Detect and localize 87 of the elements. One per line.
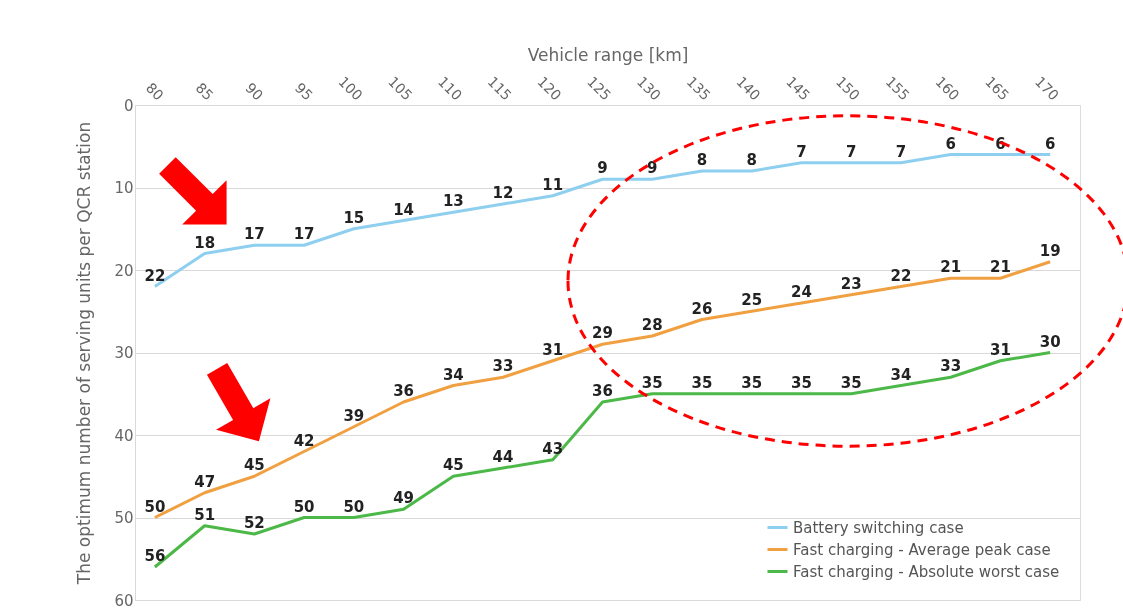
- data-label: 14: [393, 200, 415, 219]
- data-label: 7: [895, 142, 907, 161]
- y-tick-label: 20: [114, 261, 134, 280]
- data-label: 34: [442, 365, 464, 384]
- data-label: 29: [592, 324, 613, 343]
- data-label: 6: [945, 134, 956, 153]
- x-tick-label: 170: [1031, 73, 1062, 104]
- data-label: 36: [592, 382, 613, 400]
- data-label: 13: [442, 192, 464, 211]
- x-tick-label: 90: [242, 79, 267, 104]
- x-tick-label: 120: [534, 73, 565, 104]
- data-label: 44: [492, 448, 514, 466]
- y-tick-label: 40: [114, 426, 134, 445]
- data-label: 47: [194, 472, 216, 491]
- x-tick-label: 80: [142, 79, 167, 104]
- x-tick-label: 100: [335, 73, 366, 104]
- data-label: 22: [144, 266, 166, 285]
- data-label: 56: [144, 547, 166, 565]
- data-label: 49: [393, 489, 415, 508]
- legend-label: Fast charging - Average peak case: [793, 540, 1051, 559]
- data-label: 23: [840, 274, 862, 293]
- data-label: 35: [791, 373, 812, 392]
- data-label: 6: [1044, 134, 1056, 153]
- data-label: 34: [890, 365, 912, 384]
- data-label: 31: [989, 340, 1011, 359]
- data-label: 33: [940, 357, 962, 376]
- data-label: 50: [293, 497, 315, 516]
- x-tick-label: 145: [783, 73, 814, 104]
- data-label: 52: [243, 514, 265, 532]
- x-tick-label: 105: [385, 73, 416, 104]
- x-tick-label: 110: [434, 73, 466, 104]
- data-label: 50: [144, 497, 166, 516]
- data-label: 35: [691, 373, 713, 392]
- data-label: 17: [293, 225, 315, 244]
- data-label: 17: [243, 225, 265, 244]
- data-label: 35: [641, 373, 663, 392]
- data-label: 18: [194, 233, 216, 252]
- data-label: 42: [293, 431, 315, 450]
- data-label: 11: [542, 175, 564, 194]
- data-label: 45: [442, 456, 464, 475]
- x-tick-label: 165: [982, 73, 1013, 104]
- data-label: 26: [691, 299, 713, 318]
- x-tick-label: 85: [192, 79, 217, 104]
- x-tick-label: 125: [584, 73, 615, 104]
- legend-label: Fast charging - Absolute worst case: [793, 562, 1060, 581]
- data-label: 30: [1039, 332, 1061, 351]
- y-tick-label: 10: [114, 179, 134, 197]
- x-axis-title: Vehicle range [km]: [527, 44, 689, 65]
- y-tick-label: 50: [114, 509, 134, 527]
- y-tick-label: 30: [114, 344, 134, 362]
- x-tick-label: 130: [633, 73, 665, 104]
- data-label: 39: [343, 406, 365, 425]
- x-tick-label: 140: [733, 73, 764, 104]
- x-tick-label: 135: [683, 73, 714, 104]
- data-label: 7: [845, 142, 857, 161]
- data-label: 50: [343, 497, 365, 516]
- data-label: 7: [796, 142, 807, 161]
- x-tick-label: 160: [932, 73, 963, 104]
- data-label: 21: [989, 258, 1011, 277]
- data-label: 8: [696, 151, 708, 169]
- data-label: 43: [542, 439, 564, 458]
- data-label: 19: [1039, 241, 1061, 260]
- data-label: 9: [597, 159, 608, 178]
- data-label: 45: [243, 456, 265, 475]
- data-label: 22: [890, 266, 912, 285]
- data-label: 36: [393, 382, 415, 400]
- data-label: 24: [791, 283, 812, 301]
- data-label: 51: [194, 505, 216, 524]
- x-tick-label: 150: [832, 73, 864, 104]
- data-label: 35: [741, 373, 763, 392]
- y-axis-title: The optimum number of serving units per QCR station: [74, 121, 95, 586]
- data-label: 9: [647, 159, 658, 178]
- data-label: 8: [746, 151, 757, 169]
- legend-label: Battery switching case: [793, 518, 964, 537]
- x-tick-label: 155: [882, 73, 913, 104]
- data-label: 15: [343, 208, 365, 227]
- y-tick-label: 60: [114, 591, 134, 609]
- data-label: 35: [840, 373, 862, 392]
- data-label: 21: [940, 258, 962, 277]
- data-label: 12: [492, 184, 514, 202]
- data-label: 25: [741, 291, 763, 310]
- data-label: 33: [492, 357, 514, 376]
- data-label: 31: [542, 340, 564, 359]
- data-label: 28: [641, 316, 663, 334]
- y-tick-label: 0: [123, 96, 134, 115]
- x-tick-label: 115: [484, 73, 515, 104]
- x-tick-label: 95: [292, 79, 316, 104]
